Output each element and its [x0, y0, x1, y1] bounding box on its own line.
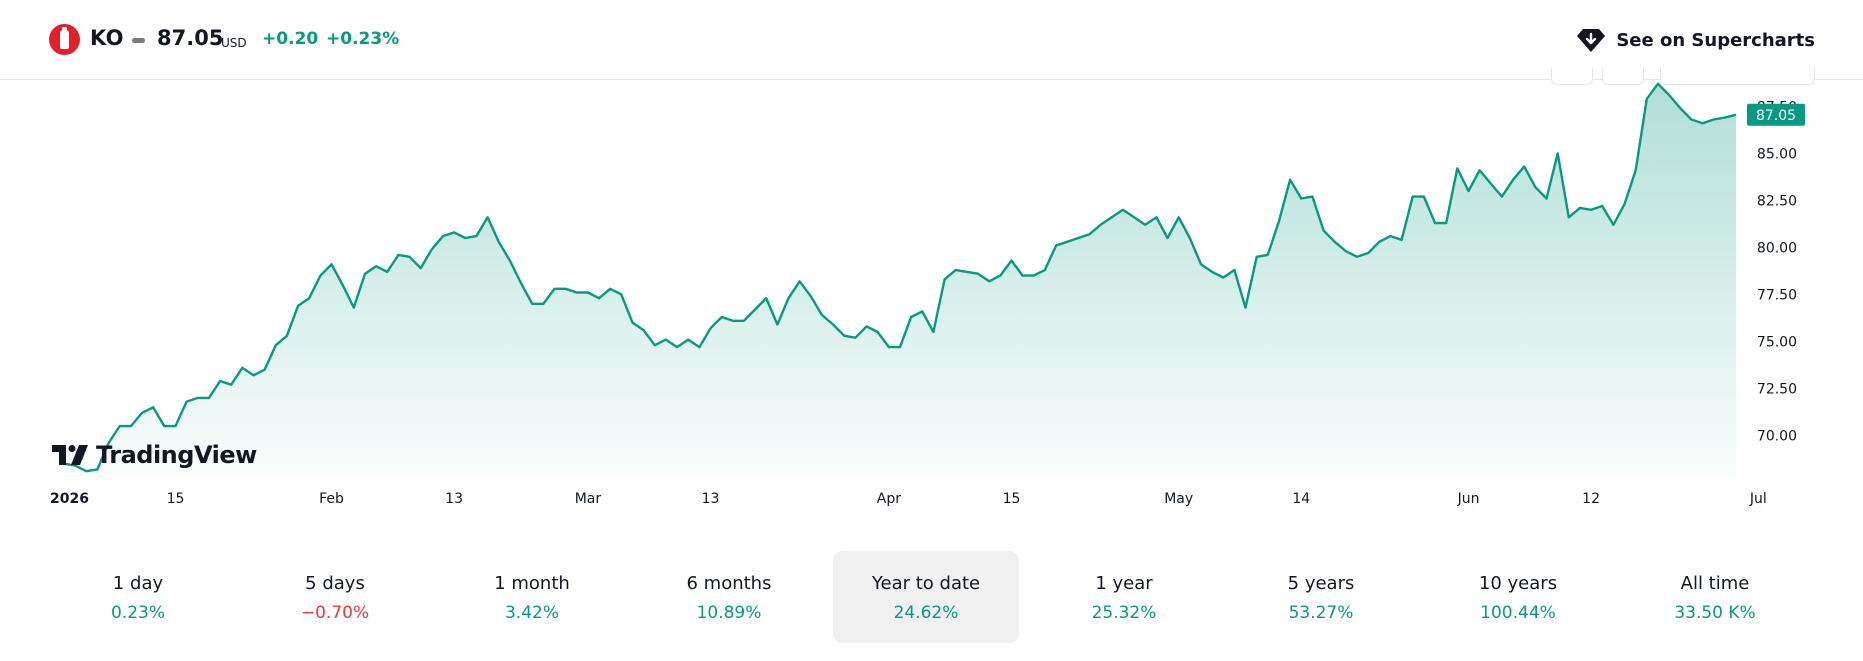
- see-on-supercharts-button[interactable]: See on Supercharts: [1576, 26, 1815, 54]
- period-tab[interactable]: 10 years 100.44%: [1425, 551, 1611, 643]
- market-status-dash-icon: [132, 38, 145, 43]
- y-axis-tick-label: 75.00: [1757, 335, 1797, 351]
- supercharts-icon: [1577, 29, 1606, 52]
- chart-options-button[interactable]: [1660, 68, 1815, 85]
- period-change-value: 100.44%: [1480, 603, 1556, 623]
- x-axis-tick-label: 12: [1582, 491, 1600, 507]
- x-axis-tick-label: Jul: [1749, 491, 1767, 507]
- price-chart[interactable]: 70.0072.5075.0077.5080.0082.5085.0087.50…: [0, 80, 1863, 520]
- period-change-value: 25.32%: [1091, 603, 1157, 623]
- y-axis-tick-label: 85.00: [1757, 146, 1797, 162]
- period-label: 5 years: [1287, 573, 1355, 594]
- price-area-fill: [64, 83, 1736, 479]
- symbol-header: KO 87.05 USD +0.20 +0.23% See on Superch…: [0, 0, 1863, 80]
- y-axis-tick-label: 72.50: [1757, 382, 1797, 398]
- coca-cola-logo-icon[interactable]: [49, 24, 80, 55]
- period-tab[interactable]: 6 months 10.89%: [636, 551, 822, 643]
- period-tab[interactable]: 1 year 25.32%: [1031, 551, 1217, 643]
- period-change-value: 3.42%: [504, 603, 559, 623]
- period-change-value: 24.62%: [893, 603, 959, 623]
- period-label: All time: [1680, 573, 1750, 594]
- last-price: 87.05: [157, 26, 224, 50]
- supercharts-label: See on Supercharts: [1616, 29, 1815, 51]
- y-axis-tick-label: 70.00: [1757, 429, 1797, 445]
- y-axis-tick-label: 80.00: [1757, 240, 1797, 256]
- period-label: 5 days: [305, 573, 365, 594]
- currency-label: USD: [221, 36, 247, 50]
- period-label: 10 years: [1478, 573, 1558, 594]
- x-axis-tick-label: Jun: [1457, 491, 1480, 507]
- period-change-value: 33.50 K%: [1674, 603, 1756, 623]
- ticker-symbol[interactable]: KO: [90, 26, 124, 50]
- period-label: 1 month: [494, 573, 570, 594]
- period-tab[interactable]: 5 years 53.27%: [1228, 551, 1414, 643]
- price-change-absolute: +0.20: [262, 29, 319, 49]
- period-change-value: 0.23%: [110, 603, 165, 623]
- period-label: 1 day: [112, 573, 164, 594]
- x-axis-tick-label: 2026: [50, 491, 89, 507]
- price-line: [63, 82, 1737, 473]
- period-label: 1 year: [1095, 573, 1153, 594]
- last-price-label: 87.05: [1747, 103, 1805, 126]
- x-axis-tick-label: 15: [167, 491, 185, 507]
- chart-tool-button[interactable]: [1551, 68, 1593, 85]
- x-axis-tick-label: 13: [445, 491, 463, 507]
- period-change-value: 10.89%: [696, 603, 762, 623]
- price-change-percent: +0.23%: [326, 29, 400, 49]
- tradingview-logo-icon: [52, 445, 88, 465]
- performance-periods: 1 day 0.23% 5 days −0.70% 1 month 3.42% 6 mont…: [45, 551, 1815, 643]
- x-axis-tick-label: May: [1164, 491, 1193, 507]
- x-axis-tick-label: Apr: [877, 491, 901, 507]
- chart-tool-button[interactable]: [1602, 68, 1644, 85]
- period-tab[interactable]: 1 month 3.42%: [439, 551, 625, 643]
- x-axis-tick-label: Mar: [575, 491, 602, 507]
- x-axis-tick-label: 13: [702, 491, 720, 507]
- tradingview-watermark[interactable]: TradingView: [52, 441, 257, 469]
- svg-text:87.05: 87.05: [1756, 108, 1796, 124]
- y-axis-tick-label: 77.50: [1757, 287, 1797, 303]
- price-chart-svg: 70.0072.5075.0077.5080.0082.5085.0087.50…: [50, 82, 1805, 507]
- tradingview-wordmark: TradingView: [96, 441, 257, 469]
- x-axis-tick-label: 14: [1292, 491, 1310, 507]
- period-label: Year to date: [871, 573, 981, 594]
- period-change-value: 53.27%: [1288, 603, 1354, 623]
- period-tab[interactable]: Year to date 24.62%: [833, 551, 1019, 643]
- period-label: 6 months: [686, 573, 772, 594]
- period-tab[interactable]: 1 day 0.23%: [45, 551, 231, 643]
- x-axis-tick-label: Feb: [319, 491, 344, 507]
- period-tab[interactable]: All time 33.50 K%: [1622, 551, 1808, 643]
- y-axis-tick-label: 82.50: [1757, 193, 1797, 209]
- period-tab[interactable]: 5 days −0.70%: [242, 551, 428, 643]
- period-change-value: −0.70%: [300, 603, 370, 623]
- x-axis-tick-label: 15: [1003, 491, 1021, 507]
